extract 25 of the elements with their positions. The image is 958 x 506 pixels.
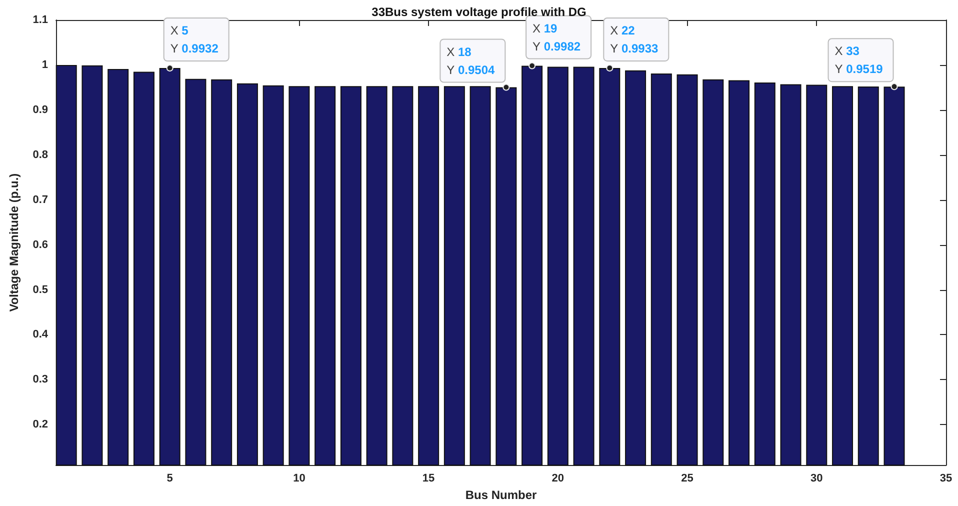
annotation: X 18 Y 0.9504 [446,44,496,77]
y-tick-label: 0.2 [32,418,48,431]
y-tick-label: 0.6 [32,238,48,251]
x-axis-title: Bus Number [465,488,537,502]
x-tick-label: 30 [810,472,823,485]
x-tick-label: 35 [940,472,952,485]
annotation: X 19 Y 0.9982 [532,21,581,54]
y-tick-label: 0.8 [32,148,48,161]
x-tick-label: 25 [681,472,694,485]
x-tick-label: 10 [293,472,306,485]
x-tick-label: 5 [166,472,173,485]
annotation: X 22 Y 0.9933 [610,23,659,56]
chart-title: 33Bus system voltage profile with DG [372,5,586,19]
x-tick-label: 15 [422,472,435,485]
y-tick-label: 0.9 [32,104,48,116]
y-axis-title: Voltage Magnitude (p.u.) [7,173,21,312]
y-tick-label: 0.7 [32,194,48,206]
y-tick-label: 1 [42,58,48,71]
y-tick-label: 0.4 [32,328,49,341]
y-tick-label: 0.3 [32,374,48,386]
annotation: X 33 Y 0.9519 [834,44,884,76]
annotation: X 5 Y 0.9932 [170,24,219,56]
y-tick-label: 1.1 [32,14,48,26]
x-tick-label: 20 [552,472,564,485]
y-tick-label: 0.5 [32,284,48,296]
